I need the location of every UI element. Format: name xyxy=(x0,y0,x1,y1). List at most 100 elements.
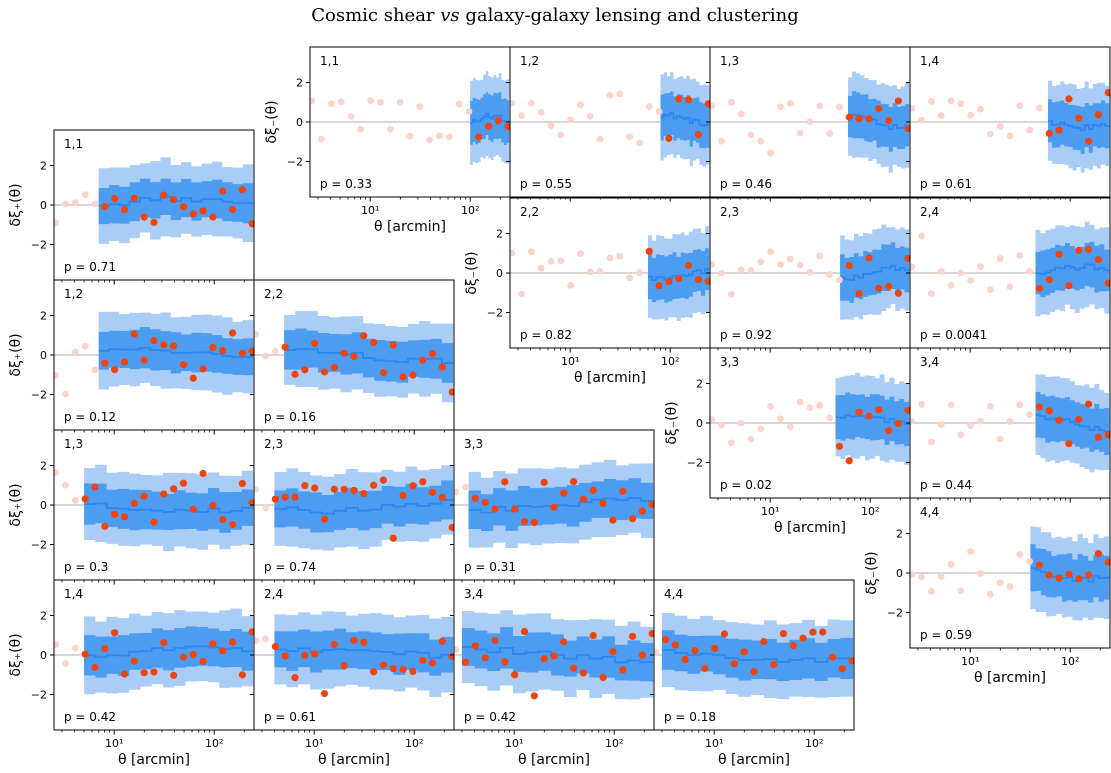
data-point xyxy=(884,282,893,291)
model-line xyxy=(274,647,454,659)
x-axis-label: θ [arcmin] xyxy=(518,752,590,768)
masked-data-point xyxy=(996,435,1004,443)
data-point xyxy=(504,123,510,131)
y-tick-label: −2 xyxy=(487,306,503,319)
masked-data-point xyxy=(967,422,975,430)
data-point xyxy=(701,664,709,673)
data-point xyxy=(1075,415,1083,423)
x-tick-label: 10¹ xyxy=(961,655,979,668)
data-point xyxy=(399,665,407,674)
p-value-label: p = 0.61 xyxy=(920,177,972,191)
masked-data-point xyxy=(986,590,994,598)
y-axis-label: δξ₋(θ) xyxy=(864,551,880,594)
masked-data-point xyxy=(318,135,325,143)
data-point xyxy=(340,349,348,357)
data-point xyxy=(1035,403,1044,411)
data-point xyxy=(484,122,493,130)
y-tick-label: −2 xyxy=(31,688,47,701)
data-point xyxy=(550,652,558,660)
data-point xyxy=(648,630,654,638)
masked-data-point xyxy=(557,131,565,139)
data-point xyxy=(311,650,319,658)
masked-data-point xyxy=(826,414,834,422)
panel-xi-plus-2-2: 2,2 p = 0.16 xyxy=(250,279,455,435)
masked-data-point xyxy=(510,249,516,257)
data-point xyxy=(281,343,289,351)
masked-data-point xyxy=(918,116,925,124)
data-point xyxy=(291,370,299,378)
masked-data-point xyxy=(547,257,555,265)
data-point xyxy=(140,356,148,364)
masked-data-point xyxy=(596,267,604,275)
masked-data-point xyxy=(937,421,945,429)
masked-data-point xyxy=(454,488,460,496)
data-point xyxy=(1084,571,1093,579)
p-value-label: p = 0.92 xyxy=(720,328,772,342)
bin-label: 3,3 xyxy=(720,355,739,369)
masked-data-point xyxy=(718,421,725,429)
data-point xyxy=(750,668,758,676)
masked-data-point xyxy=(254,486,260,493)
y-tick-label: 0 xyxy=(40,349,47,362)
masked-data-point xyxy=(606,91,614,99)
masked-data-point xyxy=(626,274,634,282)
data-point xyxy=(904,124,910,133)
panel-xi-minus-2-4: 2,4 p = 0.0041 xyxy=(906,197,1111,353)
data-point xyxy=(511,505,519,513)
data-point xyxy=(379,368,388,377)
masked-data-point xyxy=(977,263,984,271)
masked-data-point xyxy=(655,108,663,115)
masked-data-point xyxy=(757,137,765,145)
p-value-label: p = 0.82 xyxy=(520,328,572,342)
masked-data-point xyxy=(1016,401,1024,409)
data-point xyxy=(638,507,647,515)
masked-data-point xyxy=(767,402,775,410)
data-point xyxy=(589,631,597,640)
data-point xyxy=(1065,95,1073,103)
data-point xyxy=(619,487,627,495)
data-point xyxy=(665,134,673,142)
y-tick-label: 2 xyxy=(496,228,503,241)
model-line xyxy=(1035,413,1110,433)
data-point xyxy=(494,117,503,125)
masked-data-point xyxy=(996,123,1004,131)
y-tick-label: 0 xyxy=(696,417,703,430)
masked-data-point xyxy=(927,290,935,298)
data-point xyxy=(179,479,188,487)
data-point xyxy=(130,330,138,338)
data-point xyxy=(865,412,873,420)
masked-data-point xyxy=(767,248,775,256)
x-tick-label: 10² xyxy=(805,737,823,750)
masked-data-point xyxy=(416,103,424,111)
masked-data-point xyxy=(777,261,784,268)
masked-data-point xyxy=(62,200,69,208)
data-point xyxy=(228,638,237,646)
masked-data-point xyxy=(796,261,804,269)
data-point xyxy=(130,657,138,665)
data-point xyxy=(1084,137,1093,145)
data-point xyxy=(209,213,217,221)
masked-data-point xyxy=(596,135,604,143)
masked-data-point xyxy=(1006,283,1014,291)
data-point xyxy=(1094,550,1103,558)
masked-data-point xyxy=(937,112,945,119)
data-point xyxy=(360,332,368,340)
data-point xyxy=(238,349,247,357)
inner-band xyxy=(274,480,454,533)
data-point xyxy=(360,638,368,646)
masked-data-point xyxy=(645,103,653,110)
masked-data-point xyxy=(910,263,916,271)
data-point xyxy=(199,469,207,478)
masked-data-point xyxy=(327,100,335,108)
data-point xyxy=(511,671,519,679)
data-point xyxy=(91,663,99,672)
x-tick-label: 10² xyxy=(461,204,479,217)
data-point xyxy=(320,368,329,376)
data-point xyxy=(81,650,89,658)
panel-xi-plus-2-3: 2,3 p = 0.74 xyxy=(250,429,455,585)
data-point xyxy=(160,639,168,647)
data-point xyxy=(140,492,148,500)
masked-data-point xyxy=(727,439,735,447)
data-point xyxy=(1075,575,1083,583)
data-point xyxy=(894,289,903,297)
